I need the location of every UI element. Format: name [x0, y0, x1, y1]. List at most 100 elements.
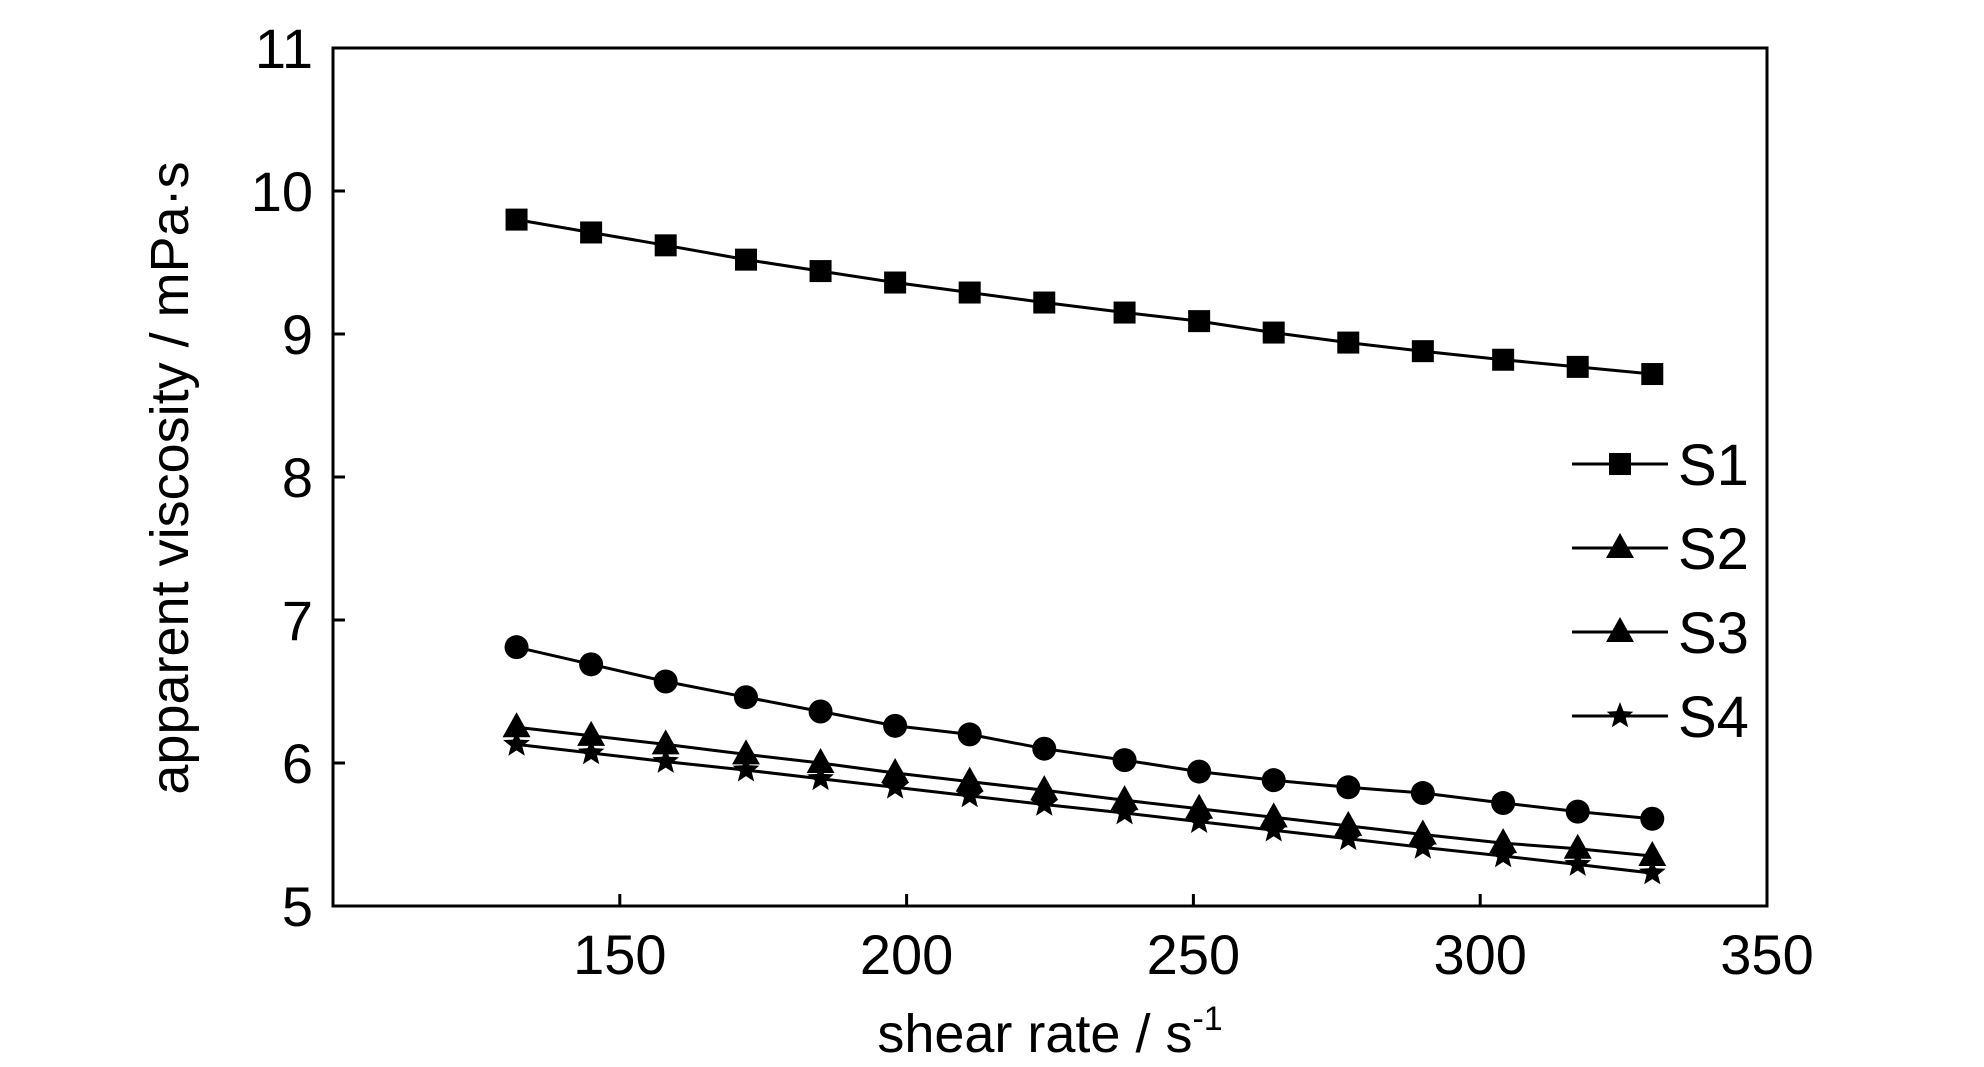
data-point-S1 — [580, 221, 603, 244]
data-point-S3 — [1489, 828, 1518, 854]
y-axis-title: apparent viscosity / mPa·s — [140, 161, 200, 794]
x-tick-label: 300 — [1433, 923, 1526, 986]
data-point-S4 — [577, 739, 605, 765]
data-point-S2 — [1410, 781, 1435, 806]
data-point-S2 — [1491, 791, 1516, 816]
legend-item-S1: S1 — [1572, 433, 1749, 498]
plot-marks — [502, 208, 1667, 885]
data-point-S1 — [1566, 355, 1589, 378]
plot-frame — [331, 46, 1769, 908]
series-line-S1 — [516, 218, 1653, 376]
data-point-S4 — [732, 756, 760, 782]
data-point-S2 — [1187, 759, 1212, 784]
data-point-S4 — [1260, 816, 1287, 842]
legend-item-S2: S2 — [1572, 517, 1749, 582]
legend-label: S2 — [1678, 517, 1749, 582]
data-point-S2 — [1032, 736, 1057, 761]
data-point-S3 — [502, 712, 531, 738]
data-point-S2 — [808, 699, 833, 724]
data-point-S3 — [806, 748, 835, 773]
data-point-S3 — [955, 766, 984, 792]
data-point-S2 — [579, 652, 604, 677]
data-point-S2 — [1640, 806, 1665, 831]
data-point-S1 — [809, 260, 832, 283]
data-point-S2 — [1112, 748, 1137, 773]
data-point-S4 — [1639, 859, 1666, 885]
data-point-S2 — [957, 722, 982, 747]
legend-marker — [1609, 453, 1631, 475]
data-point-S2 — [504, 635, 529, 660]
data-point-S4 — [1030, 790, 1058, 816]
data-point-S4 — [503, 730, 530, 756]
data-point-S2 — [1336, 775, 1361, 800]
data-point-S3 — [1110, 785, 1139, 811]
series-S2 — [504, 635, 1665, 831]
legend-label: S4 — [1678, 685, 1749, 750]
data-point-S2 — [883, 713, 908, 738]
series-S4 — [503, 730, 1666, 885]
data-point-S1 — [884, 271, 907, 294]
data-point-S1 — [505, 208, 528, 231]
data-point-S1 — [734, 248, 757, 271]
y-tick-label: 6 — [282, 732, 313, 795]
y-tick-label: 11 — [255, 17, 313, 80]
x-tick-label: 150 — [573, 923, 666, 986]
data-point-S2 — [733, 685, 758, 710]
data-point-S4 — [1185, 807, 1213, 833]
data-point-S1 — [1188, 310, 1211, 333]
data-point-S1 — [958, 281, 981, 304]
x-tick-label: 200 — [860, 923, 953, 986]
data-point-S1 — [1113, 301, 1136, 324]
legend-label: S1 — [1678, 433, 1749, 498]
series-S1 — [505, 208, 1664, 386]
y-tick-label: 9 — [282, 303, 313, 366]
legend-item-S4: S4 — [1572, 685, 1749, 750]
data-point-S4 — [1564, 850, 1591, 876]
data-point-S3 — [651, 729, 680, 755]
data-point-S1 — [654, 234, 677, 257]
data-point-S3 — [881, 758, 910, 784]
data-point-S4 — [956, 781, 983, 808]
legend-item-S3: S3 — [1572, 601, 1749, 666]
y-tick-label: 5 — [282, 875, 313, 938]
y-tick-label: 8 — [282, 446, 313, 509]
series-line-S3 — [516, 725, 1653, 858]
y-tick-label: 7 — [282, 589, 313, 652]
data-point-S3 — [731, 739, 760, 765]
data-point-S1 — [1337, 331, 1360, 354]
legend-label: S3 — [1678, 601, 1749, 666]
data-point-S4 — [1335, 824, 1362, 851]
x-tick-label: 250 — [1147, 923, 1240, 986]
legend-marker — [1606, 702, 1634, 728]
series-S3 — [502, 712, 1667, 866]
x-tick-label: 350 — [1720, 923, 1813, 986]
data-point-S3 — [1563, 833, 1592, 859]
data-point-S3 — [577, 720, 606, 746]
x-axis-title: shear rate / s-1 — [877, 1000, 1222, 1062]
data-point-S1 — [1492, 348, 1515, 371]
data-point-S4 — [1489, 842, 1517, 868]
data-point-S3 — [1334, 810, 1363, 836]
legend-marker — [1606, 617, 1634, 642]
y-tick-label: 10 — [251, 160, 313, 223]
data-point-S3 — [1408, 819, 1437, 845]
data-point-S1 — [1033, 291, 1056, 314]
axis-ticks: 150 200 250 300 350 5 6 7 8 9 10 11 — [251, 17, 1814, 986]
data-point-S2 — [653, 669, 678, 694]
data-point-S3 — [1030, 775, 1059, 801]
data-point-S4 — [1111, 799, 1138, 825]
legend: S1 S2 S3 S4 — [1572, 433, 1749, 750]
legend-marker — [1606, 533, 1634, 558]
data-point-S4 — [807, 764, 834, 791]
data-point-S4 — [652, 747, 679, 773]
data-point-S3 — [1259, 802, 1288, 828]
data-point-S1 — [1262, 321, 1285, 344]
x-axis-title-superscript: -1 — [1192, 1000, 1222, 1038]
data-point-S1 — [1641, 363, 1664, 386]
data-point-S4 — [881, 773, 909, 799]
data-point-S2 — [1565, 799, 1590, 824]
series-line-S2 — [516, 645, 1653, 821]
data-point-S2 — [1261, 768, 1286, 793]
